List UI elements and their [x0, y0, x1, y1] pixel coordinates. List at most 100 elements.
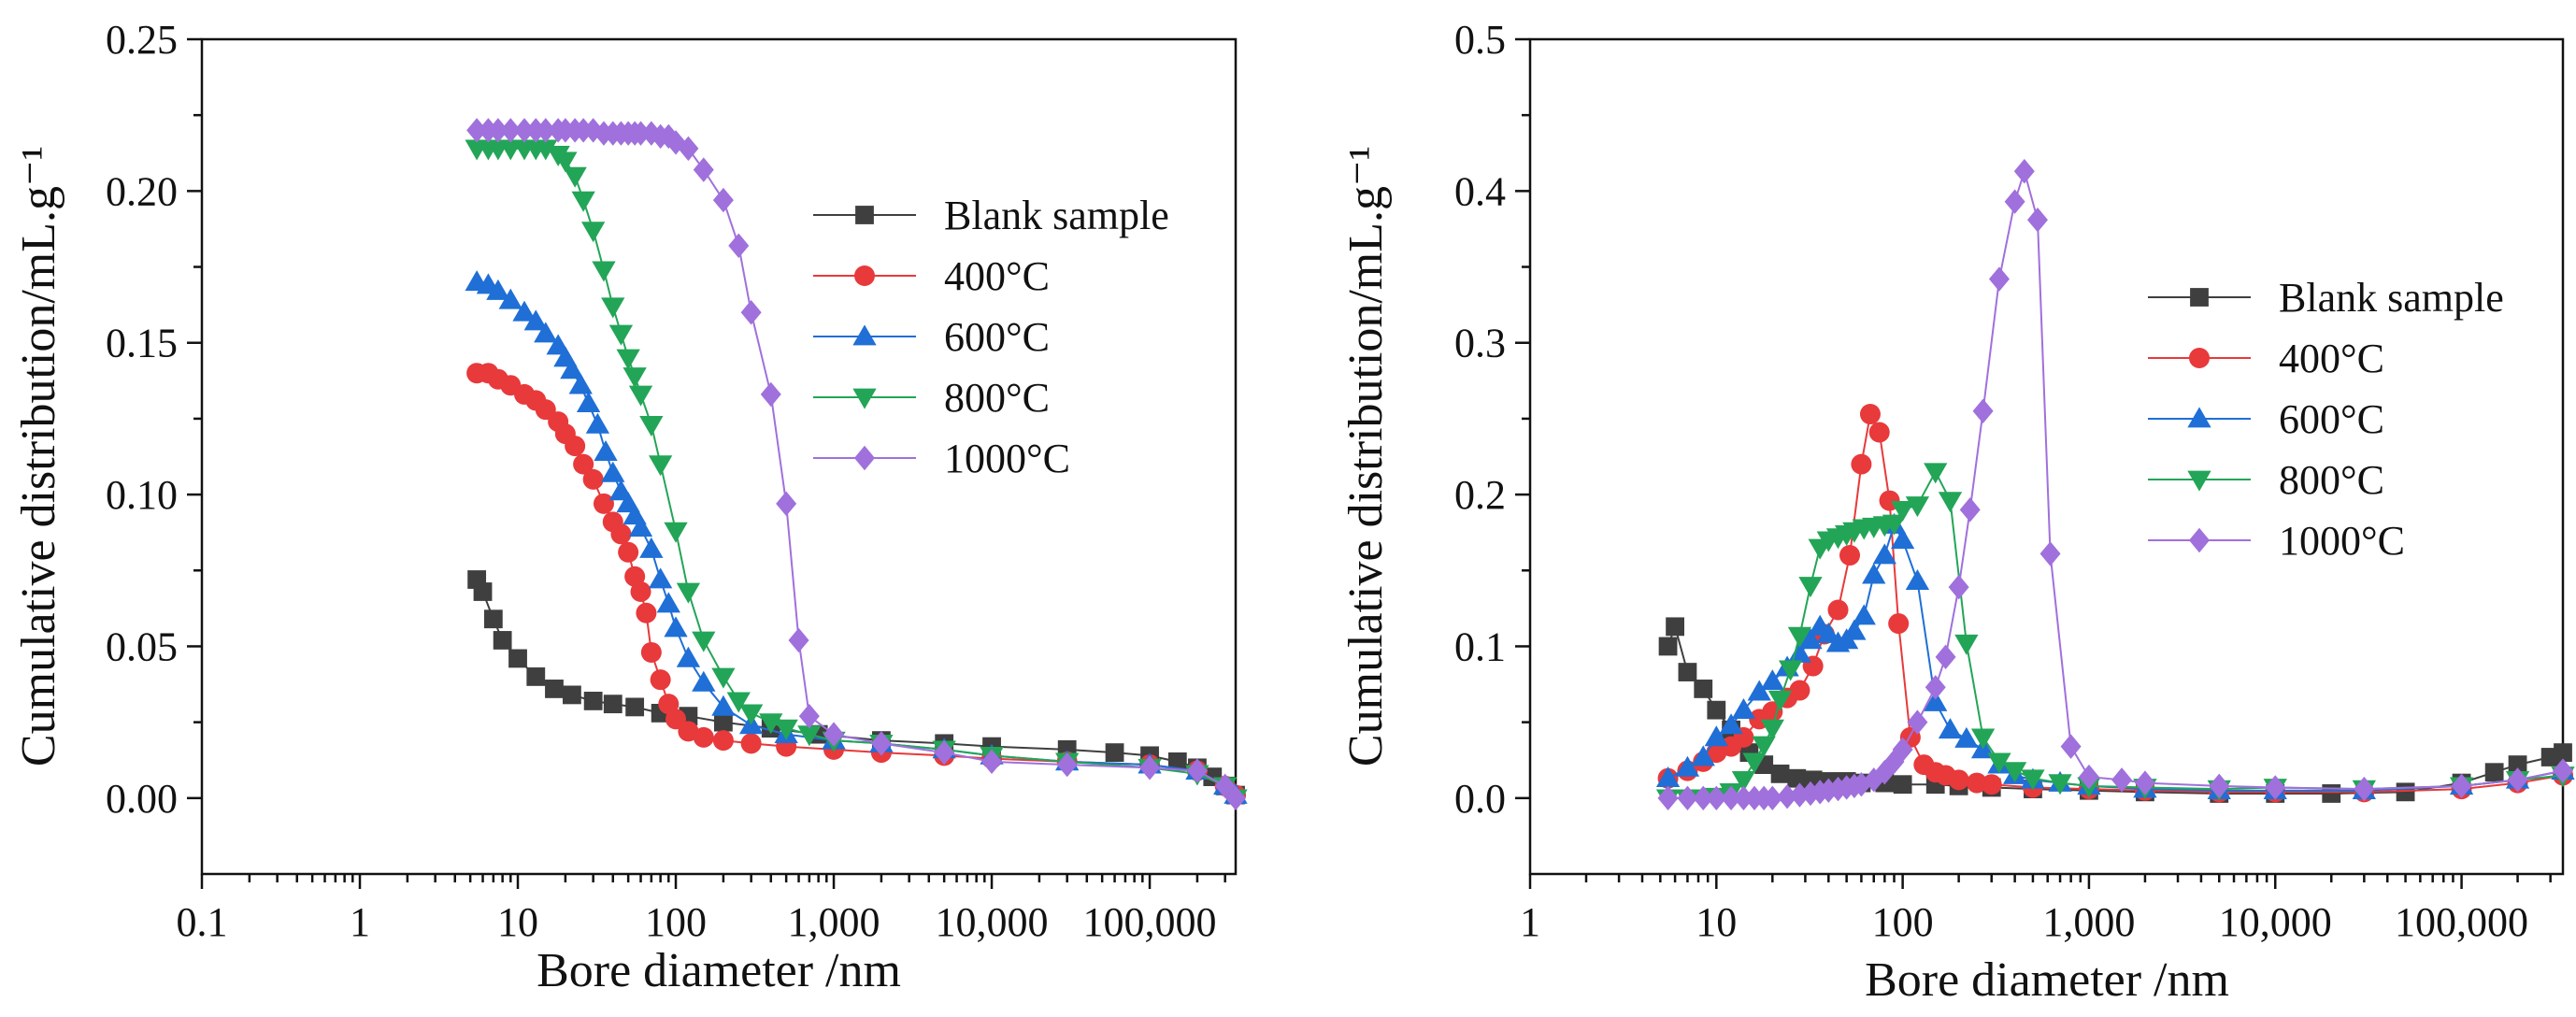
data-point: [639, 416, 664, 437]
data-point: [1731, 770, 1756, 792]
data-point: [1924, 463, 1948, 484]
legend-marker: [2187, 407, 2211, 428]
legend-label: 800°C: [2279, 457, 2384, 503]
data-point: [1787, 626, 1812, 648]
x-tick-label: 10: [497, 899, 538, 945]
data-point: [601, 461, 625, 482]
data-point: [594, 439, 618, 461]
x-tick-label: 100: [1872, 899, 1934, 945]
data-point: [2060, 734, 2082, 759]
legend-label: Blank sample: [2279, 275, 2504, 321]
legend-label: 600°C: [2279, 396, 2384, 442]
data-point: [1890, 500, 1915, 522]
data-point: [1056, 752, 1078, 778]
data-point: [2322, 784, 2341, 803]
series-line: [1667, 410, 2564, 794]
data-point: [693, 726, 714, 748]
data-point: [2134, 770, 2155, 795]
legend-marker: [2189, 348, 2210, 368]
data-point: [616, 349, 640, 370]
data-point: [693, 157, 714, 182]
data-point: [608, 324, 634, 346]
data-point: [514, 118, 536, 143]
data-point: [2039, 541, 2061, 566]
data-point: [565, 436, 586, 457]
data-point: [1694, 680, 1713, 698]
data-point: [1778, 660, 1803, 681]
data-point: [650, 669, 671, 691]
data-point: [2026, 208, 2048, 233]
y-tick-label: 0.20: [106, 168, 178, 214]
data-point: [1874, 760, 1896, 785]
legend-marker: [854, 265, 875, 286]
data-point: [798, 703, 820, 729]
data-point: [774, 719, 798, 740]
legend-label: 1000°C: [2279, 518, 2405, 564]
y-tick-label: 0.0: [1454, 776, 1506, 822]
series-blank-sample: [467, 570, 1245, 805]
y-tick-label: 0.00: [106, 776, 178, 822]
legend-marker: [852, 388, 877, 409]
data-point: [711, 695, 736, 716]
data-point: [1742, 752, 1767, 774]
y-axis-title: Cumulative distribution/mL.g⁻¹: [1339, 146, 1393, 766]
y-tick-label: 0.10: [106, 472, 178, 518]
data-point: [473, 582, 493, 601]
data-point: [2004, 189, 2025, 214]
data-point: [601, 297, 625, 319]
data-point: [625, 697, 645, 717]
data-point: [1760, 669, 1784, 691]
data-point: [648, 567, 673, 589]
data-point: [545, 680, 564, 698]
legend-label: 400°C: [2279, 336, 2384, 381]
data-point: [2265, 775, 2286, 800]
left-chart-panel: 0.1 1 10 100 1,000 10,000 100,000 0.00 0.05 0.10 0…: [12, 17, 1248, 997]
data-point: [512, 300, 537, 322]
data-point: [1658, 637, 1678, 656]
data-point: [2553, 758, 2573, 783]
data-point: [582, 468, 604, 490]
y-tick-label: 0.5: [1454, 17, 1506, 63]
data-point: [610, 523, 632, 545]
data-point: [636, 602, 657, 623]
data-point: [1787, 768, 1807, 788]
data-point: [1798, 577, 1823, 598]
y-tick-label: 0.1: [1454, 623, 1506, 669]
data-point: [1666, 617, 1684, 637]
data-point: [870, 731, 892, 756]
data-point: [692, 631, 716, 652]
data-point: [466, 118, 488, 143]
data-point: [1719, 713, 1743, 735]
data-point: [788, 627, 809, 653]
series-600-c: [465, 270, 1248, 804]
legend-marker: [2189, 527, 2210, 553]
data-point: [2048, 774, 2072, 795]
data-point: [2354, 776, 2375, 802]
data-point: [1981, 774, 2002, 795]
data-point: [1863, 767, 1884, 793]
x-tick-label: 1,000: [2042, 899, 2135, 945]
x-tick-label: 1: [350, 899, 370, 945]
data-point: [2507, 767, 2528, 793]
data-point: [1905, 496, 1930, 518]
data-point: [1851, 453, 1872, 475]
data-point: [728, 233, 750, 259]
data-point: [630, 581, 651, 603]
data-point: [1893, 775, 1912, 795]
data-point: [500, 118, 522, 143]
legend-item: 600°C: [813, 314, 1050, 360]
data-point: [568, 373, 593, 394]
data-point: [581, 222, 606, 243]
data-point: [1839, 545, 1861, 566]
series-400-c: [1657, 404, 2573, 803]
data-point: [1972, 398, 1994, 423]
data-point: [2396, 782, 2415, 802]
data-point: [712, 187, 734, 213]
right-chart-panel: 1 10 100 1,000 10,000 100,000 0.0 0.1 0.2 0.3 0.4 0…: [1339, 17, 2575, 1007]
data-point: [1733, 785, 1754, 811]
series-blank-sample: [1658, 617, 2572, 803]
data-point: [711, 667, 736, 689]
y-tick-label: 0.3: [1454, 321, 1506, 366]
data-point: [576, 392, 601, 413]
data-point: [1706, 785, 1727, 811]
